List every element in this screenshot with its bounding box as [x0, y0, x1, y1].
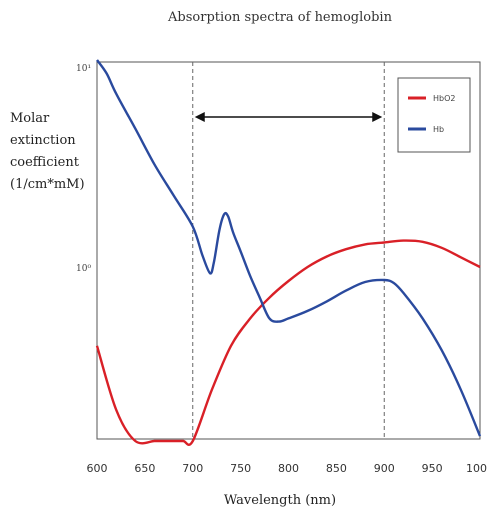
x-tick-label: 800 — [278, 462, 299, 475]
series-line-hb — [96, 59, 482, 437]
x-tick-label: 750 — [230, 462, 251, 475]
chart-title: Absorption spectra of hemoglobin — [168, 10, 392, 25]
x-tick-label: 850 — [326, 462, 347, 475]
x-tick-label: 900 — [374, 462, 395, 475]
legend: HbO2 Hb — [397, 77, 471, 153]
legend-box — [397, 77, 471, 153]
x-tick-label: 650 — [134, 462, 155, 475]
arrow-head-left — [194, 112, 205, 122]
x-tick-label: 600 — [87, 462, 108, 475]
legend-label-hbo2: HbO2 — [433, 94, 455, 103]
y-axis-label: Molar extinction coefficient (1/cm*mM) — [10, 111, 85, 192]
y-tick-label-10-1: 10¹ — [76, 64, 91, 74]
series-line-hbo2 — [95, 239, 481, 446]
x-tick-label: 1000 — [466, 462, 487, 475]
arrow-head-right — [372, 112, 383, 122]
y-tick-label-10-0: 10⁰ — [76, 264, 91, 274]
x-tick-label: 700 — [182, 462, 203, 475]
x-tick-label: 950 — [422, 462, 443, 475]
legend-label-hb: Hb — [433, 125, 444, 134]
x-axis-label: Wavelength (nm) — [223, 493, 337, 508]
